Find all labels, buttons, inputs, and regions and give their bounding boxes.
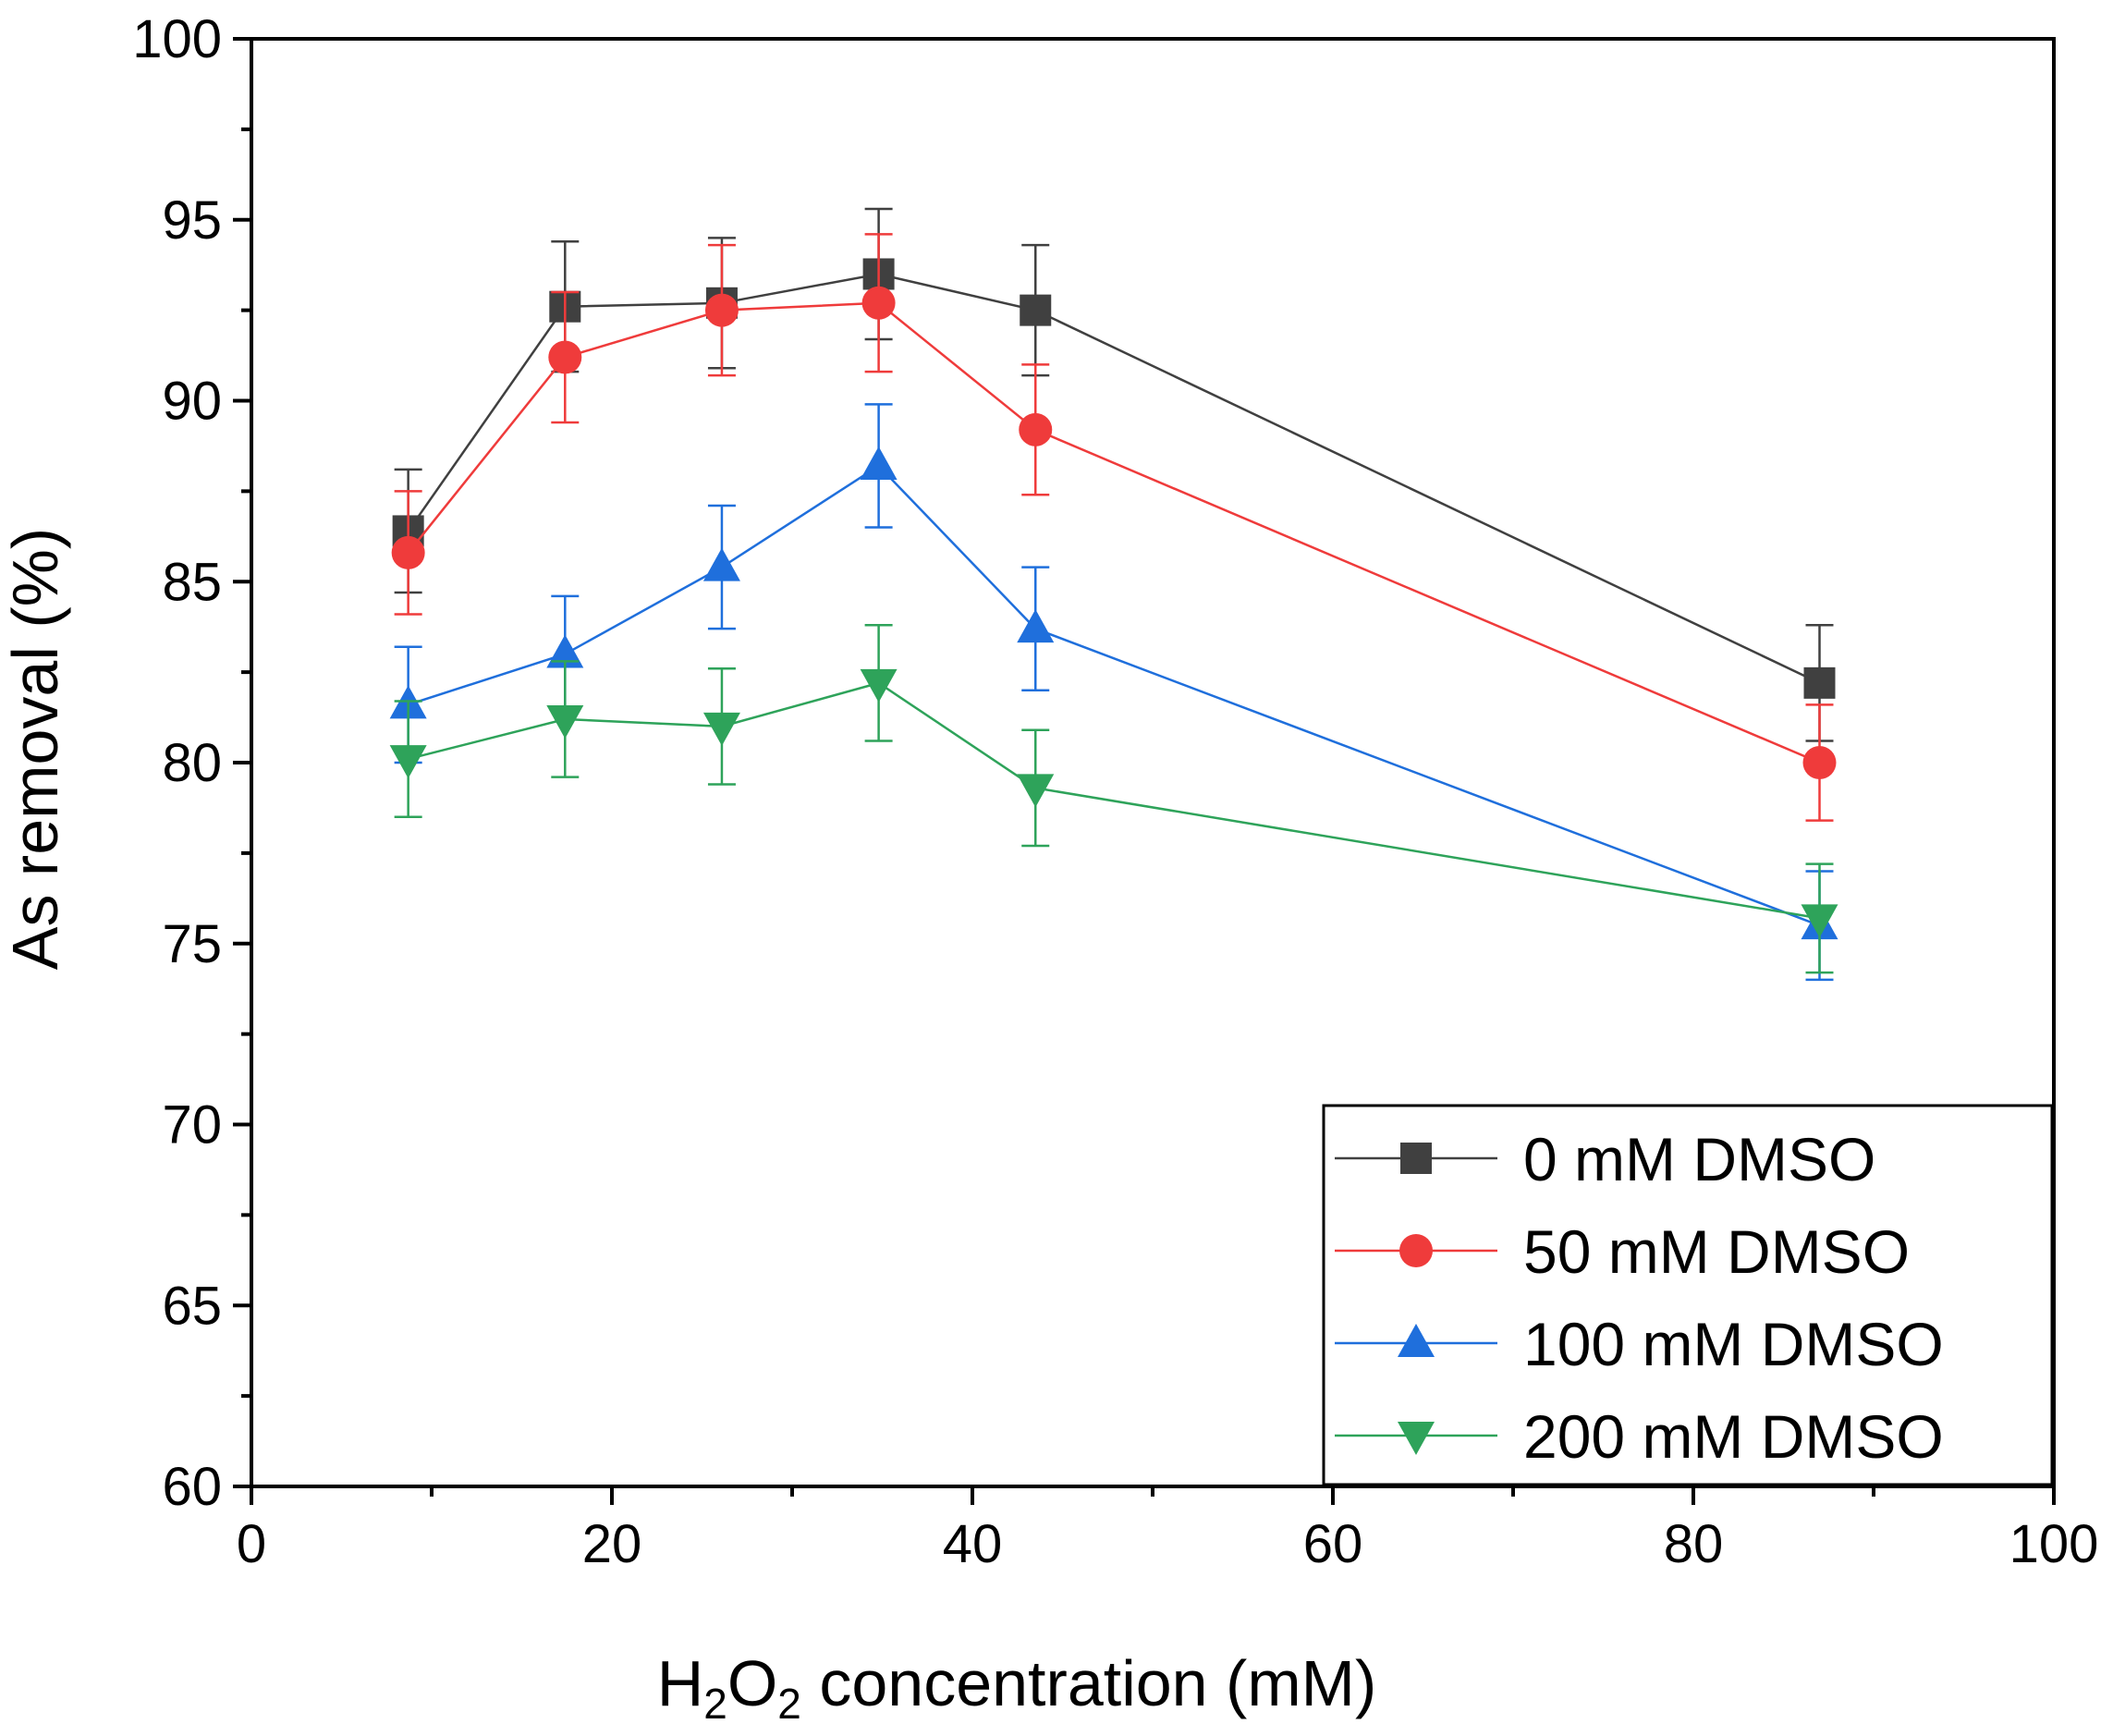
data-point-2-2 [702, 547, 740, 581]
legend-item-2: 100 mM DMSO [1335, 1310, 1944, 1378]
y-tick-label-95: 95 [162, 190, 222, 251]
x-tick-label-0: 0 [237, 1514, 266, 1574]
series-line-3 [408, 681, 1820, 920]
data-point-1-0 [391, 535, 425, 569]
data-point-1-1 [548, 340, 582, 374]
legend-item-3: 200 mM DMSO [1335, 1402, 1944, 1471]
plot-marks [389, 207, 1838, 982]
data-point-1-3 [861, 286, 896, 320]
y-tick-label-60: 60 [162, 1457, 222, 1517]
series-1 [391, 233, 1837, 822]
data-point-2-1 [546, 634, 584, 668]
x-tick-label-100: 100 [2009, 1514, 2099, 1574]
series-3 [389, 623, 1838, 974]
data-point-2-3 [860, 446, 898, 480]
legend-label-0: 0 mM DMSO [1523, 1125, 1875, 1193]
series-line-2 [408, 464, 1820, 927]
data-point-1-5 [1802, 746, 1837, 779]
data-point-2-4 [1017, 609, 1055, 643]
data-point-3-0 [389, 745, 427, 779]
legend-marker-1 [1399, 1234, 1433, 1267]
data-point-3-4 [1017, 774, 1055, 808]
axes: 0 20 40 60 80 100 60 65 70 75 80 85 90 95 100 [132, 9, 2098, 1574]
legend-item-1: 50 mM DMSO [1335, 1217, 1910, 1286]
data-point-3-3 [860, 668, 898, 703]
data-point-1-2 [704, 293, 739, 327]
data-point-3-5 [1801, 904, 1838, 938]
x-tick-label-80: 80 [1664, 1514, 1724, 1574]
x-axis-title-mid: O [727, 1647, 777, 1719]
legend-label-2: 100 mM DMSO [1523, 1310, 1944, 1378]
y-axis-title: As removal (%) [0, 528, 71, 970]
y-tick-label-100: 100 [132, 9, 222, 69]
x-tick-label-60: 60 [1303, 1514, 1363, 1574]
y-tick-label-85: 85 [162, 552, 222, 612]
legend-marker-3 [1398, 1422, 1435, 1455]
legend: 0 mM DMSO 50 mM DMSO 100 mM DMSO 200 mM DMS… [1322, 1104, 2054, 1486]
x-axis-title-sub2: 2 [777, 1680, 801, 1728]
data-point-0-4 [1020, 294, 1052, 326]
legend-box [1322, 1104, 2054, 1486]
series-0 [392, 207, 1836, 742]
x-tick-label-20: 20 [582, 1514, 642, 1574]
y-tick-label-90: 90 [162, 372, 222, 432]
legend-item-0: 0 mM DMSO [1335, 1125, 1875, 1193]
data-point-0-5 [1803, 666, 1836, 699]
series-line-0 [407, 273, 1821, 684]
legend-marker-0 [1400, 1143, 1432, 1174]
legend-label-3: 200 mM DMSO [1523, 1402, 1944, 1471]
series-2 [389, 403, 1838, 982]
x-axis-title-prefix: H [657, 1647, 704, 1719]
x-axis-title-sub1: 2 [703, 1680, 727, 1728]
x-axis-title-suffix: concentration (mM) [801, 1647, 1376, 1719]
x-tick-label-40: 40 [943, 1514, 1003, 1574]
data-point-1-4 [1019, 412, 1053, 446]
legend-marker-2 [1398, 1324, 1435, 1357]
legend-label-1: 50 mM DMSO [1523, 1217, 1910, 1286]
data-point-3-1 [546, 705, 584, 740]
y-tick-label-70: 70 [162, 1095, 222, 1155]
data-point-3-2 [702, 712, 740, 746]
y-tick-label-75: 75 [162, 914, 222, 974]
y-tick-label-65: 65 [162, 1276, 222, 1336]
x-axis-title: H2O2 concentration (mM) [657, 1647, 1377, 1728]
series-line-1 [407, 301, 1820, 764]
y-tick-label-80: 80 [162, 733, 222, 793]
